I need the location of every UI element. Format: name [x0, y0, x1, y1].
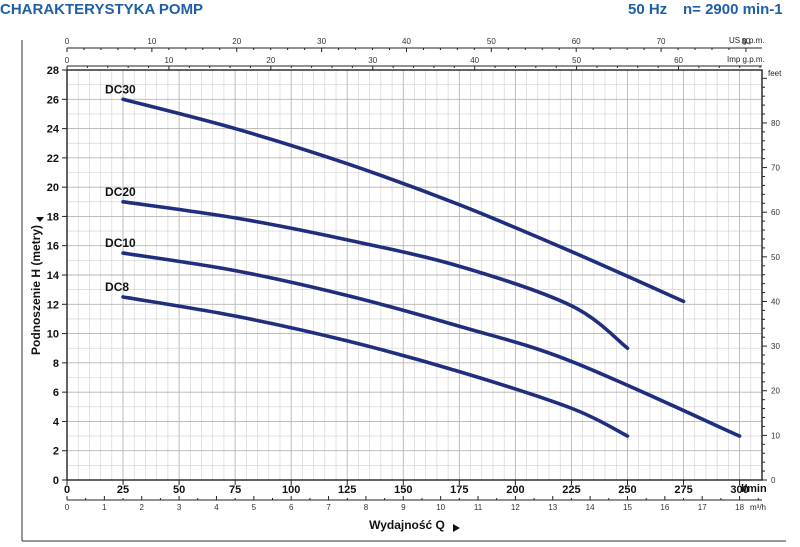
y-tick-label-feet: 50: [771, 253, 780, 262]
x-tick-label-lmin: 200: [506, 484, 524, 496]
x-tick-label-usgpm: 80: [741, 37, 750, 46]
y-tick-label-feet: 10: [771, 431, 780, 440]
y-tick-label-feet: 80: [771, 119, 780, 128]
y-tick-label-m: 8: [53, 358, 59, 370]
x-tick-label-lmin: 25: [117, 484, 129, 496]
x-tick-label-m3h: 2: [140, 503, 145, 512]
x-unit-m3h: m³/h: [750, 503, 766, 512]
x-tick-label-usgpm: 30: [317, 37, 326, 46]
y-unit-feet: feet: [768, 69, 782, 78]
x-tick-label-usgpm: 50: [487, 37, 496, 46]
series-label-dc20: DC20: [105, 185, 136, 199]
y-tick-label-m: 20: [47, 182, 59, 194]
curves: [121, 97, 742, 438]
x-tick-label-lmin: 75: [229, 484, 241, 496]
x-tick-label-usgpm: 10: [147, 37, 156, 46]
y-tick-label-m: 10: [47, 329, 59, 341]
x-tick-label-lmin: 150: [394, 484, 412, 496]
y-tick-label-m: 22: [47, 153, 59, 165]
x-tick-label-impgpm: 40: [470, 56, 479, 65]
x-tick-label-lmin: 225: [562, 484, 580, 496]
x-tick-label-m3h: 15: [623, 503, 632, 512]
x-unit-usgpm: US g.p.m.: [729, 36, 765, 45]
y-tick-label-m: 18: [47, 211, 59, 223]
x-tick-label-m3h: 6: [289, 503, 294, 512]
x-tick-label-m3h: 1: [102, 503, 107, 512]
y-tick-label-m: 26: [47, 94, 59, 106]
x-tick-label-lmin: 125: [338, 484, 356, 496]
speed-label: n= 2900 min-1: [683, 1, 783, 18]
y-tick-label-m: 28: [47, 65, 59, 77]
y-tick-label-feet: 20: [771, 387, 780, 396]
x-tick-label-impgpm: 10: [164, 56, 173, 65]
x-tick-label-impgpm: 30: [368, 56, 377, 65]
x-tick-label-m3h: 5: [252, 503, 257, 512]
x-tick-label-lmin: 275: [674, 484, 692, 496]
series-label-dc10: DC10: [105, 236, 136, 250]
y-tick-label-m: 16: [47, 241, 59, 253]
y-tick-label-feet: 70: [771, 164, 780, 173]
y-tick-label-m: 6: [53, 387, 59, 399]
x-tick-label-m3h: 12: [511, 503, 520, 512]
y-tick-label-m: 4: [53, 416, 60, 428]
curve-dc8: [121, 295, 630, 438]
x-tick-label-lmin: 175: [450, 484, 468, 496]
x-tick-label-m3h: 3: [177, 503, 182, 512]
x-tick-label-m3h: 16: [660, 503, 669, 512]
x-tick-label-m3h: 14: [586, 503, 595, 512]
y-tick-label-feet: 40: [771, 297, 780, 306]
curve-dc10: [121, 251, 742, 438]
y-axis-arrow-icon: [36, 217, 44, 222]
y-tick-label-m: 12: [47, 299, 59, 311]
chart-title: CHARAKTERYSTYKA POMP: [0, 1, 204, 18]
series-label-dc30: DC30: [105, 82, 136, 96]
x-axis-label: Wydajność Q: [369, 518, 445, 532]
x-tick-label-m3h: 0: [65, 503, 70, 512]
y-tick-label-feet: 0: [771, 476, 776, 485]
x-tick-label-m3h: 7: [326, 503, 331, 512]
x-tick-label-impgpm: 0: [65, 56, 70, 65]
y-tick-label-m: 24: [47, 124, 60, 136]
curve-dc30: [121, 97, 686, 304]
x-tick-label-usgpm: 60: [572, 37, 581, 46]
x-tick-label-m3h: 18: [735, 503, 744, 512]
series-label-dc8: DC8: [105, 280, 129, 294]
x-tick-label-lmin: 50: [173, 484, 185, 496]
x-tick-label-lmin: 0: [64, 484, 70, 496]
frequency-label: 50 Hz: [628, 1, 668, 18]
x-tick-label-lmin: 250: [618, 484, 636, 496]
curve-dc20: [121, 199, 630, 351]
x-unit-impgpm: Imp g.p.m.: [727, 55, 765, 64]
axes: [62, 47, 767, 501]
y-axis-label: Podnoszenie H (metry): [29, 225, 43, 355]
x-tick-label-m3h: 11: [474, 503, 483, 512]
y-tick-label-feet: 30: [771, 342, 780, 351]
x-axis-arrow-icon: [453, 524, 460, 532]
x-tick-label-m3h: 8: [364, 503, 369, 512]
x-tick-label-impgpm: 20: [266, 56, 275, 65]
x-tick-label-usgpm: 0: [65, 37, 70, 46]
x-tick-label-impgpm: 50: [572, 56, 581, 65]
x-tick-label-lmin: 100: [282, 484, 300, 496]
y-tick-label-m: 0: [53, 475, 59, 487]
x-unit-lmin: l/min: [741, 483, 767, 495]
x-tick-label-impgpm: 60: [674, 56, 683, 65]
y-tick-label-feet: 60: [771, 208, 780, 217]
x-tick-label-m3h: 9: [401, 503, 406, 512]
x-tick-label-m3h: 17: [698, 503, 707, 512]
x-tick-label-m3h: 13: [548, 503, 557, 512]
grid: [66, 69, 763, 481]
x-tick-label-lmin: 300: [730, 484, 748, 496]
y-tick-label-m: 14: [47, 270, 60, 282]
x-tick-label-usgpm: 20: [232, 37, 241, 46]
x-tick-label-m3h: 4: [214, 503, 219, 512]
x-tick-label-m3h: 10: [436, 503, 445, 512]
x-tick-label-usgpm: 70: [657, 37, 666, 46]
x-tick-label-usgpm: 40: [402, 37, 411, 46]
y-tick-label-m: 2: [53, 446, 59, 458]
